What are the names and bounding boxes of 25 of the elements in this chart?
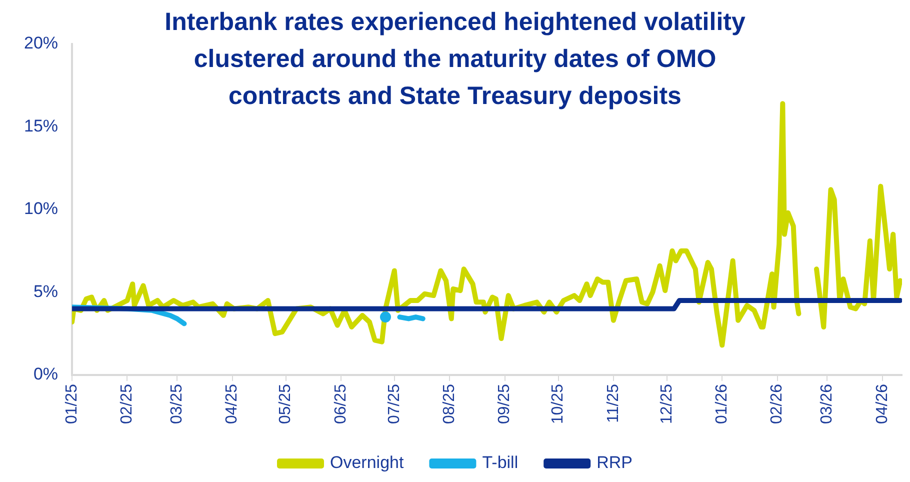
x-tick-label: 03/26 <box>818 384 836 424</box>
x-tick-label: 05/25 <box>277 384 294 424</box>
y-tick-label: 5% <box>33 282 58 301</box>
x-tick-label: 02/26 <box>768 384 786 424</box>
x-tick-label: 07/25 <box>386 384 403 424</box>
y-tick-label: 20% <box>24 34 58 53</box>
x-tick-label: 08/25 <box>441 384 458 424</box>
legend-label: T-bill <box>482 453 518 472</box>
x-tick-label: 03/25 <box>168 384 186 424</box>
legend-label: Overnight <box>330 453 404 472</box>
x-tick-label: 11/25 <box>604 384 622 423</box>
x-tick-label: 12/25 <box>658 384 676 424</box>
x-tick-label: 10/25 <box>550 384 567 424</box>
x-tick-label: 04/25 <box>224 384 241 424</box>
x-tick-label: 02/25 <box>118 384 136 424</box>
chart-title: Interbank rates experienced heightened volatility clustered around the maturity dates of OMO contracts and State Treasury deposits <box>164 7 746 112</box>
y-tick-label: 0% <box>33 364 58 384</box>
x-tick-label: 06/25 <box>332 384 350 424</box>
legend-label: RRP <box>596 453 633 472</box>
y-tick-label: 10% <box>24 199 58 218</box>
x-tick-label: 04/26 <box>874 384 891 424</box>
x-tick-label: 01/25 <box>63 384 80 424</box>
y-tick-label: 15% <box>24 116 58 136</box>
x-tick-label: 09/25 <box>496 384 514 424</box>
x-tick-label: 01/26 <box>714 384 731 424</box>
